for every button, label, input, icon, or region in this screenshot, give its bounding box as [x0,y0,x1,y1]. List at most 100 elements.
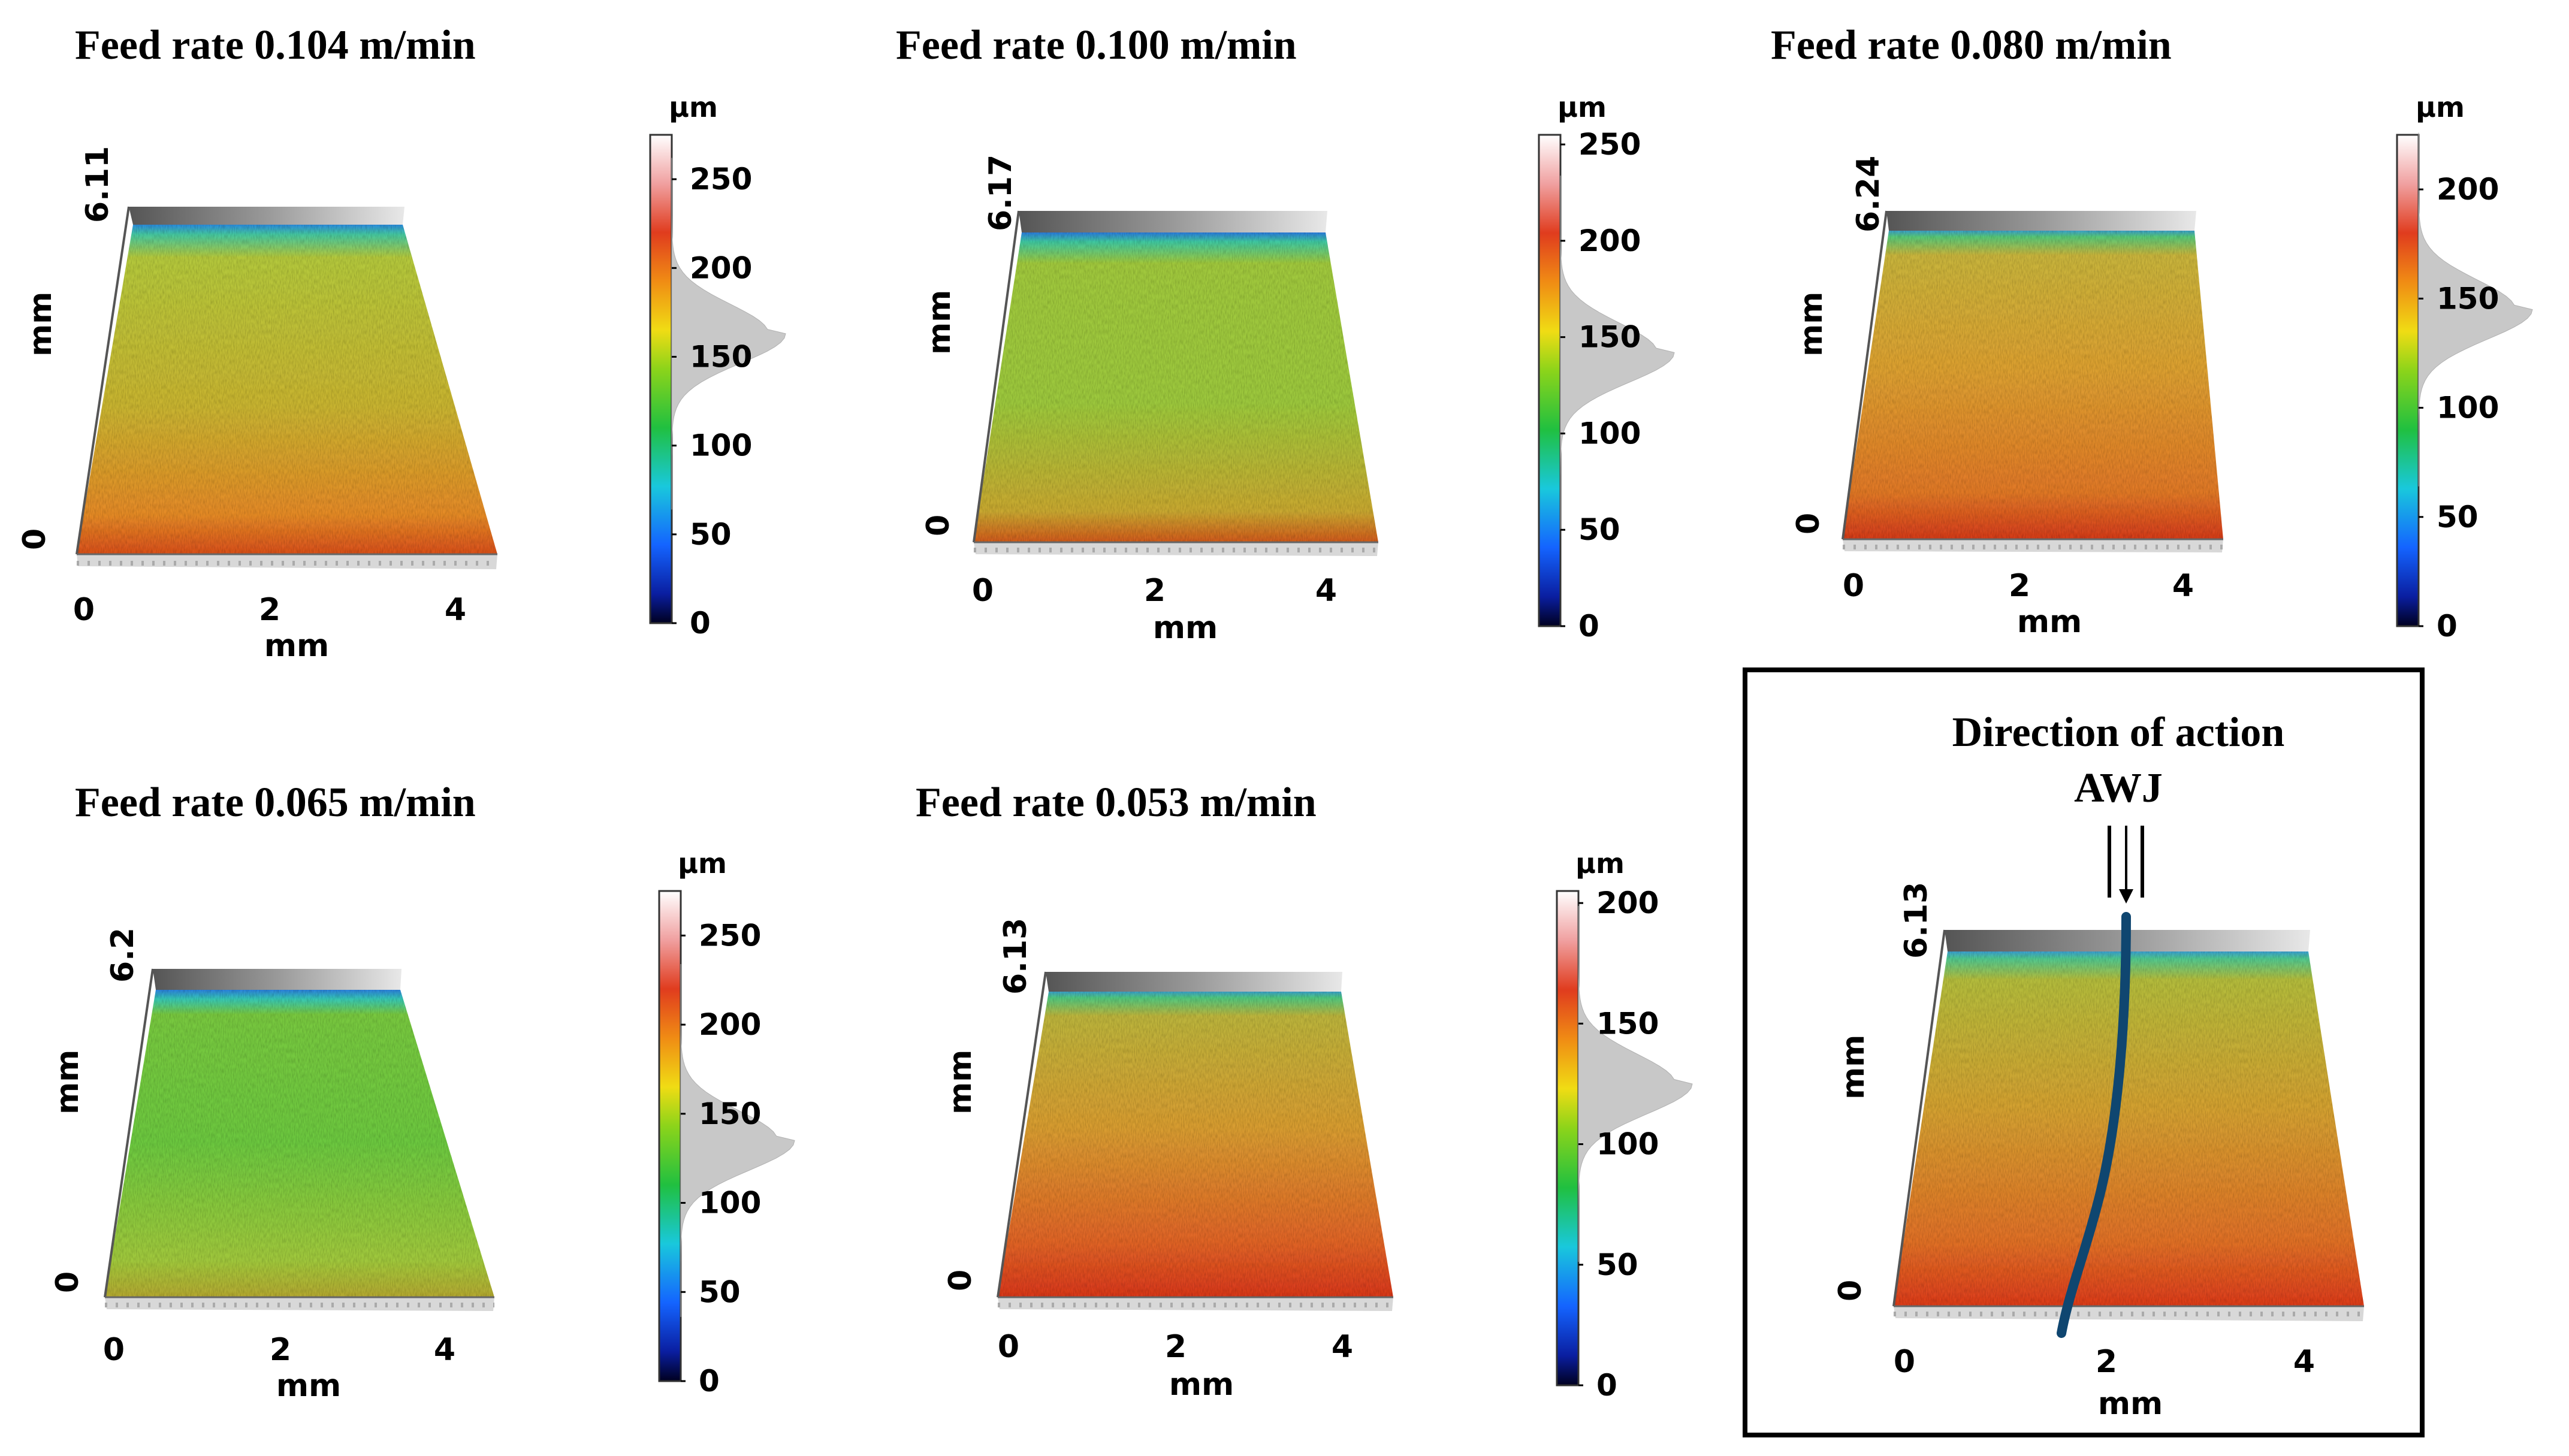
jet-direction-arrow-icon [2108,826,2144,904]
panel-4-colorbar: µm 0 50 100 150 200 250 [658,847,795,1398]
colorbar-gradient [1538,134,1562,627]
panel-3-x-tick-0: 0 [1843,568,1864,604]
panel-4-x-tick-0: 0 [103,1332,125,1368]
inset-y-label: mm [1836,1035,1871,1099]
panel-1-x-tick-0: 0 [73,592,95,628]
colorbar-tick-label: 100 [2437,391,2499,425]
panel-4-x-tick-2: 2 [270,1332,291,1368]
inset-x-tick-2: 2 [2096,1344,2117,1380]
inset-x-label: mm [2098,1386,2163,1422]
colorbar-gradient [1556,890,1580,1386]
panel-3-y-min: 0 [1791,513,1827,534]
colorbar-tick-label: 200 [2437,172,2499,207]
panel-5-title: Feed rate 0.053 m/min [916,780,1317,826]
panel-1-y-min: 0 [17,528,53,550]
panel-2-y-label: mm [922,290,958,355]
colorbar-tick-label: 150 [2437,281,2499,316]
colorbar-tick-label: 100 [690,428,752,463]
panel-2-x-tick-4: 4 [1315,573,1337,609]
colorbar-tick-label: 250 [1578,127,1641,162]
panel-5-y-max: 6.13 [998,918,1034,995]
height-histogram [680,963,795,1317]
colorbar-tick-label: 50 [1596,1247,1638,1282]
colorbar-unit-label: µm [1557,91,1607,123]
colorbar-tick-label: 0 [1578,609,1599,644]
colorbar-tick-label: 0 [1596,1368,1617,1403]
colorbar-tick-label: 100 [699,1186,761,1221]
colorbar-unit-label: µm [678,847,727,880]
panel-4-x-label: mm [276,1368,341,1404]
panel-2-title: Feed rate 0.100 m/min [896,22,1297,68]
colorbar-tick-label: 150 [1578,320,1641,355]
panel-5-x-label: mm [1169,1367,1234,1403]
panel-3-x-tick-2: 2 [2009,568,2030,604]
colorbar-unit-label: µm [2416,91,2465,123]
colorbar-tick-label: 150 [690,339,752,374]
panel-4-surface [104,968,494,1311]
colorbar-tick-label: 100 [1596,1127,1659,1162]
colorbar-tick-label: 0 [690,606,711,641]
panel-3-colorbar: µm 0 50 100 150 200 [2396,91,2533,644]
colorbar-tick-label: 200 [1596,886,1659,920]
panel-1-title: Feed rate 0.104 m/min [75,22,476,68]
panel-1-y-label: mm [23,292,59,357]
panel-5-y-label: mm [943,1050,979,1114]
colorbar-gradient [658,890,682,1382]
panel-5-x-tick-0: 0 [998,1329,1019,1365]
panel-3-y-max: 6.24 [1850,156,1886,232]
panel-3-surface [1842,210,2223,552]
panel-4-y-label: mm [50,1050,86,1114]
colorbar-tick-label: 200 [699,1007,761,1042]
panel-4-title: Feed rate 0.065 m/min [75,780,476,826]
height-histogram [1578,905,1693,1262]
panel-5-surface [997,971,1393,1311]
inset-y-max: 6.13 [1898,882,1934,959]
panel-2: Feed rate 0.100 m/min 0 2 4 mm 6.17 0 mm… [896,22,1675,646]
colorbar-unit-label: µm [1575,847,1625,880]
colorbar-tick-label: 0 [2437,609,2458,644]
colorbar-tick-label: 250 [699,918,761,953]
colorbar-tick-label: 50 [699,1274,741,1309]
panel-5-y-min: 0 [943,1270,979,1291]
colorbar-tick-label: 0 [699,1364,720,1398]
panel-2-x-tick-0: 0 [972,573,994,609]
panel-2-y-min: 0 [920,515,956,536]
panel-4-y-min: 0 [50,1271,86,1293]
panel-1-surface [76,206,497,569]
panel-1-colorbar: µm 0 50 100 150 200 250 [649,91,786,641]
panel-1-y-max: 6.11 [80,146,116,223]
panel-1: Feed rate 0.104 m/min 0 2 4 mm 6.11 0 mm… [17,22,786,664]
inset-panel: Direction of action AWJ 0 2 4 mm 6.13 0 … [1743,667,2425,1437]
colorbar-gradient [2396,134,2420,627]
colorbar-tick-label: 150 [1596,1006,1659,1041]
panel-1-x-tick-4: 4 [445,592,466,628]
panel-3-x-label: mm [2017,604,2082,640]
panel-1-x-label: mm [264,628,329,664]
colorbar-unit-label: µm [669,91,718,123]
colorbar-tick-label: 50 [690,517,732,552]
panel-3-title: Feed rate 0.080 m/min [1771,22,2172,68]
jet-trace-line [2057,912,2131,1338]
inset-title-line2: AWJ [2074,765,2163,811]
colorbar-tick-label: 150 [699,1096,761,1131]
panel-3-y-label: mm [1794,292,1830,357]
inset-title-line1: Direction of action [1952,709,2285,756]
panel-1-x-tick-2: 2 [259,592,280,628]
colorbar-tick-label: 50 [1578,512,1620,547]
panel-5-x-tick-2: 2 [1165,1329,1187,1365]
panel-3: Feed rate 0.080 m/min 0 2 4 mm 6.24 0 mm… [1771,22,2533,644]
colorbar-tick-label: 200 [690,250,752,285]
colorbar-gradient [649,134,673,624]
colorbar-tick-label: 50 [2437,500,2479,534]
panel-2-y-max: 6.17 [983,155,1019,231]
panel-4-y-max: 6.2 [105,928,141,983]
panel-2-x-tick-2: 2 [1144,573,1166,609]
panel-4: Feed rate 0.065 m/min 0 2 4 mm 6.2 0 mm … [50,780,795,1404]
panel-3-x-tick-4: 4 [2172,568,2194,604]
panel-5-colorbar: µm 0 50 100 150 200 [1556,847,1693,1403]
panel-5: Feed rate 0.053 m/min 0 2 4 mm 6.13 0 mm… [916,780,1693,1403]
height-histogram [671,158,786,510]
panel-2-colorbar: µm 0 50 100 150 200 250 [1538,91,1675,644]
panel-4-x-tick-4: 4 [434,1332,455,1368]
